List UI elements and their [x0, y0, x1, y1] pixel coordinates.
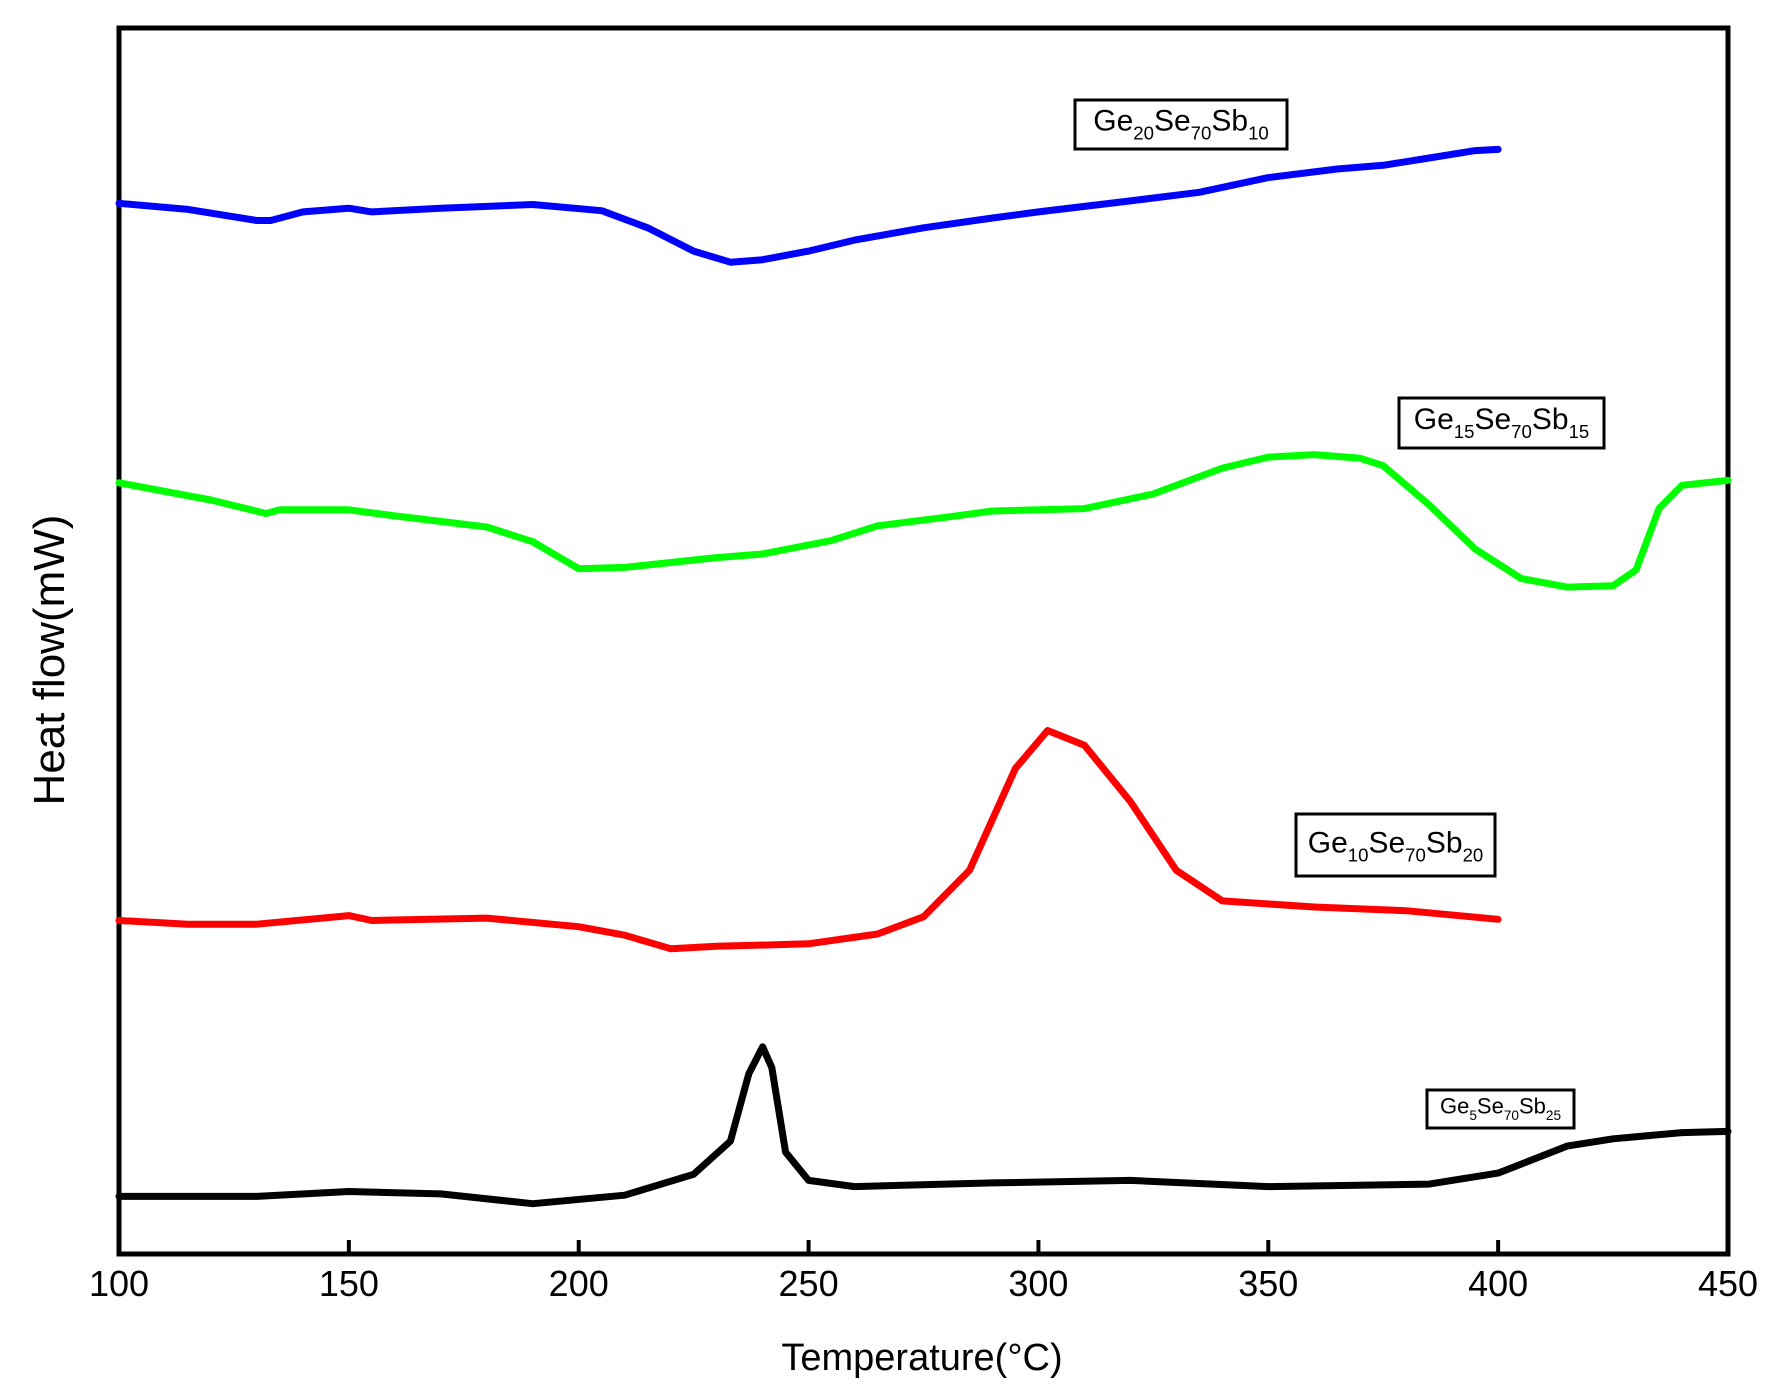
- series-line: [115, 727, 1502, 953]
- label-part: 5: [1469, 1108, 1477, 1123]
- label-part: 70: [1511, 421, 1532, 442]
- x-tick-label: 250: [779, 1263, 839, 1304]
- label-part: Sb: [1532, 403, 1569, 436]
- label-part: Ge: [1414, 403, 1454, 436]
- label-part: 70: [1405, 844, 1426, 865]
- series-line: [115, 1043, 1732, 1208]
- label-part: 20: [1463, 844, 1484, 865]
- label-part: Se: [1477, 1094, 1504, 1119]
- x-axis-label: Temperature(°C): [781, 1337, 1062, 1379]
- series-label-box: [1294, 812, 1497, 878]
- label-part: 70: [1191, 122, 1212, 143]
- label-part: Ge: [1093, 104, 1133, 137]
- label-part: 25: [1546, 1108, 1561, 1123]
- x-tick-label: 450: [1698, 1263, 1758, 1304]
- series-label-box: [1397, 396, 1606, 450]
- label-part: Se: [1474, 403, 1511, 436]
- label-part: 10: [1348, 844, 1369, 865]
- x-tick-label: 300: [1008, 1263, 1068, 1304]
- series-label: Ge15​Se70​Sb15​: [1414, 403, 1590, 442]
- label-part: Ge: [1308, 826, 1348, 859]
- x-tick-label: 150: [319, 1263, 379, 1304]
- label-part: Sb: [1426, 826, 1463, 859]
- label-part: 10: [1248, 122, 1269, 143]
- label-part: 20: [1133, 122, 1154, 143]
- series-line: [115, 451, 1732, 591]
- label-part: Se: [1368, 826, 1405, 859]
- y-axis-label: Heat flow(mW): [25, 515, 74, 806]
- plot-frame: [116, 25, 1731, 1257]
- series-label: Ge10​Se70​Sb20​: [1308, 826, 1484, 865]
- x-tick-label: 100: [89, 1263, 149, 1304]
- series-label: Ge20​Se70​Sb10​: [1093, 104, 1269, 143]
- series-line: [115, 145, 1502, 266]
- series-label-box: [1425, 1088, 1576, 1130]
- x-tick-label: 400: [1468, 1263, 1528, 1304]
- label-part: Se: [1154, 104, 1191, 137]
- label-part: 15: [1569, 421, 1590, 442]
- x-tick-label: 200: [549, 1263, 609, 1304]
- label-part: Ge: [1440, 1094, 1469, 1119]
- label-part: Sb: [1519, 1094, 1546, 1119]
- label-part: Sb: [1211, 104, 1248, 137]
- label-part: 15: [1454, 421, 1475, 442]
- label-part: 70: [1504, 1108, 1520, 1123]
- series-label: Ge5​Se70​Sb25​: [1440, 1094, 1561, 1124]
- x-tick-label: 350: [1238, 1263, 1298, 1304]
- series-label-box: [1073, 98, 1289, 151]
